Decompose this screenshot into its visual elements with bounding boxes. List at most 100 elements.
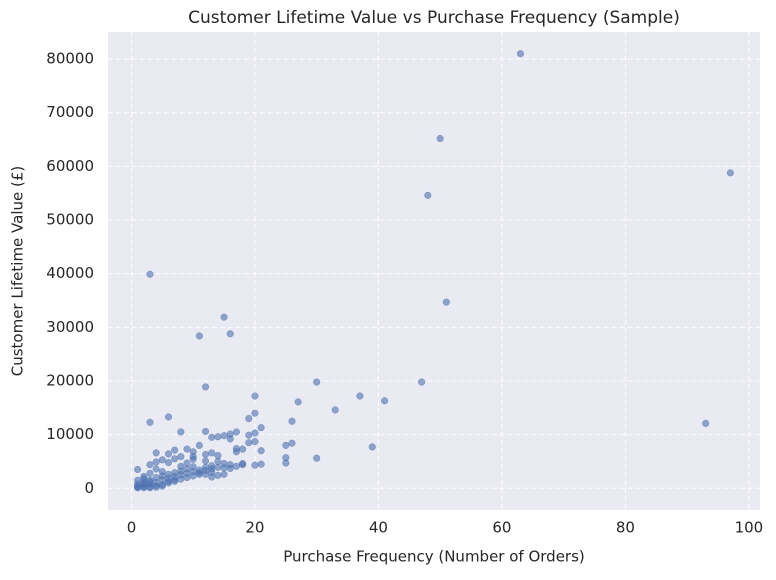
- point: [251, 429, 259, 437]
- point: [257, 460, 265, 468]
- plot-area: [108, 32, 760, 510]
- point: [164, 477, 173, 485]
- point: [232, 445, 240, 453]
- point: [134, 476, 142, 484]
- point: [208, 473, 216, 481]
- point: [134, 484, 142, 492]
- point: [183, 459, 191, 467]
- point: [152, 458, 160, 466]
- point: [171, 446, 179, 454]
- point: [158, 482, 166, 490]
- point: [146, 270, 154, 278]
- point: [164, 413, 173, 421]
- chart-title: Customer Lifetime Value vs Purchase Freq…: [188, 8, 680, 28]
- y-tick-label: 70000: [46, 103, 94, 121]
- point: [202, 383, 210, 391]
- point: [251, 461, 259, 469]
- x-tick-label: 40: [369, 519, 388, 537]
- point: [177, 428, 185, 436]
- point: [232, 462, 240, 470]
- x-tick-label: 100: [735, 519, 764, 537]
- y-tick-label: 80000: [46, 50, 94, 68]
- point: [220, 464, 228, 472]
- point: [152, 483, 160, 491]
- point: [282, 441, 290, 449]
- point: [356, 392, 364, 400]
- point: [245, 431, 253, 439]
- point: [152, 449, 160, 457]
- point: [171, 455, 179, 463]
- point: [220, 470, 228, 478]
- point: [294, 398, 302, 406]
- y-tick-label: 10000: [46, 425, 94, 443]
- point: [208, 433, 216, 441]
- y-tick-label: 50000: [46, 211, 94, 229]
- y-tick-label: 40000: [46, 264, 94, 282]
- point: [313, 454, 321, 462]
- x-tick-label: 0: [127, 519, 137, 537]
- point: [195, 441, 203, 449]
- point: [152, 465, 160, 473]
- point: [195, 332, 203, 340]
- point: [183, 473, 191, 482]
- y-tick-label: 0: [84, 479, 94, 497]
- x-tick-label: 20: [245, 519, 264, 537]
- point: [158, 468, 166, 476]
- point: [313, 378, 321, 386]
- point: [164, 458, 173, 467]
- point: [158, 456, 166, 464]
- point: [177, 462, 185, 470]
- point: [146, 478, 154, 486]
- point: [368, 443, 376, 451]
- point: [232, 428, 240, 436]
- point: [164, 450, 173, 458]
- point: [189, 453, 197, 461]
- point: [202, 427, 210, 435]
- point: [251, 438, 259, 446]
- point: [424, 191, 432, 199]
- point: [146, 418, 154, 426]
- point: [702, 419, 710, 427]
- y-tick-label: 60000: [46, 157, 94, 175]
- point: [245, 439, 253, 447]
- point: [436, 134, 444, 143]
- point: [442, 298, 450, 306]
- point: [177, 475, 185, 483]
- point: [257, 447, 265, 455]
- points: [134, 50, 734, 492]
- point: [208, 449, 216, 457]
- point: [239, 445, 247, 453]
- point: [214, 471, 222, 479]
- point: [214, 463, 222, 471]
- point: [251, 392, 259, 400]
- point: [288, 417, 296, 425]
- point: [146, 461, 154, 469]
- point: [239, 461, 247, 469]
- point: [288, 439, 296, 447]
- point: [146, 484, 154, 492]
- y-tick-label: 30000: [46, 318, 94, 336]
- point: [726, 169, 734, 177]
- point: [516, 50, 524, 58]
- point: [418, 378, 426, 386]
- point: [202, 457, 210, 465]
- point: [214, 433, 222, 441]
- point: [189, 472, 197, 480]
- point: [226, 464, 234, 472]
- point: [171, 476, 179, 484]
- point: [140, 484, 148, 492]
- x-tick-label: 60: [492, 519, 511, 537]
- point: [257, 424, 265, 432]
- y-tick-label: 20000: [46, 371, 94, 389]
- point: [251, 409, 259, 417]
- x-axis-label: Purchase Frequency (Number of Orders): [283, 548, 585, 566]
- point: [177, 453, 185, 461]
- point: [245, 414, 253, 423]
- y-axis-label: Customer Lifetime Value (£): [9, 166, 27, 377]
- point: [195, 470, 203, 478]
- point: [226, 330, 234, 338]
- point: [331, 406, 339, 414]
- point: [220, 313, 228, 321]
- point: [214, 457, 222, 465]
